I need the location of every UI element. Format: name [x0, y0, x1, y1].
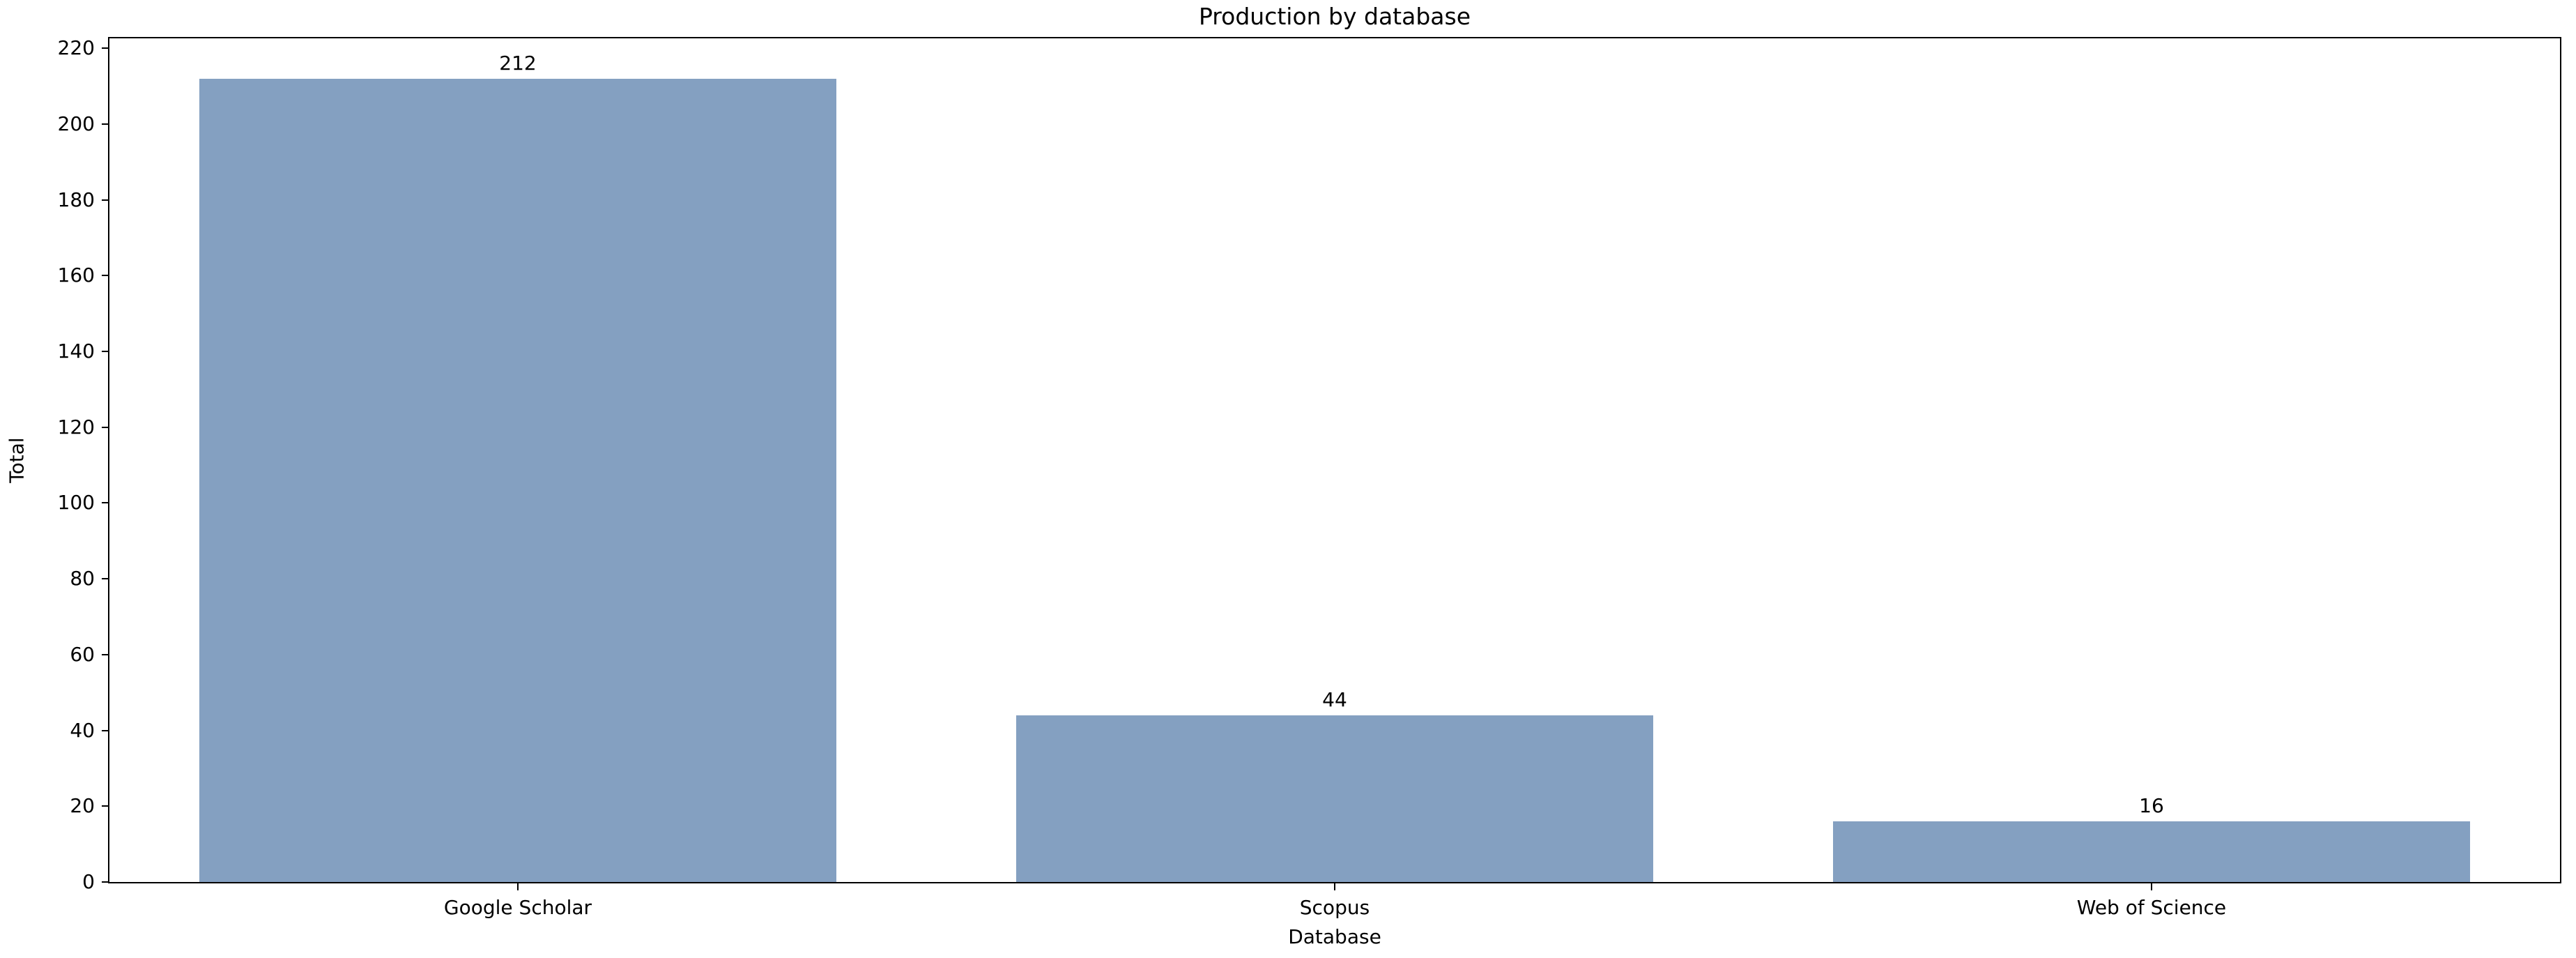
- y-tick-mark: [102, 578, 108, 580]
- y-tick-label: 0: [82, 870, 95, 893]
- y-tick-label: 60: [70, 642, 95, 666]
- y-tick-mark: [102, 275, 108, 277]
- bar-slot: 212: [109, 38, 926, 882]
- y-tick-label: 100: [57, 491, 95, 515]
- y-tick-mark: [102, 881, 108, 883]
- x-tick-mark: [1333, 883, 1335, 890]
- y-tick-label: 80: [70, 567, 95, 591]
- plot-area: 212 44 16: [108, 37, 2561, 883]
- y-tick-label: 180: [57, 188, 95, 211]
- y-tick-mark: [102, 729, 108, 731]
- bar-value-label: 44: [1322, 687, 1347, 711]
- x-tick-slot: Google Scholar: [109, 883, 926, 932]
- bar: [1015, 715, 1654, 882]
- y-tick-label: 140: [57, 340, 95, 363]
- y-tick-mark: [102, 805, 108, 807]
- chart-title: Production by database: [1198, 3, 1471, 30]
- bar-value-label: 212: [499, 51, 537, 75]
- x-tick-label: Google Scholar: [443, 896, 592, 919]
- x-axis-label: Database: [1288, 925, 1381, 948]
- y-tick-mark: [102, 199, 108, 201]
- bar-value-label: 16: [2139, 794, 2164, 818]
- y-tick-mark: [102, 653, 108, 655]
- y-tick-label: 120: [57, 415, 95, 439]
- y-tick-mark: [102, 123, 108, 125]
- bar: [1832, 821, 2471, 882]
- y-axis-ticks: 0 20 40 60 80 100 120 140 160 180 200 220: [0, 36, 108, 892]
- x-tick-label: Web of Science: [2076, 896, 2227, 919]
- x-tick-mark: [516, 883, 519, 890]
- y-tick-label: 160: [57, 264, 95, 287]
- y-tick-label: 200: [57, 112, 95, 135]
- y-tick-label: 40: [70, 718, 95, 742]
- y-tick-label: 20: [70, 794, 95, 818]
- x-tick-slot: Web of Science: [1743, 883, 2560, 932]
- x-tick-label: Scopus: [1299, 896, 1370, 919]
- bar: [199, 78, 837, 882]
- y-tick-mark: [102, 502, 108, 504]
- y-tick-mark: [102, 47, 108, 50]
- y-tick-label: 220: [57, 36, 95, 60]
- x-axis-ticks: Google Scholar Scopus Web of Science: [109, 883, 2560, 932]
- bar-slot: 44: [926, 38, 1743, 882]
- y-tick-mark: [102, 426, 108, 428]
- x-tick-mark: [2150, 883, 2152, 890]
- bar-slot: 16: [1743, 38, 2560, 882]
- x-tick-slot: Scopus: [926, 883, 1743, 932]
- y-tick-mark: [102, 351, 108, 352]
